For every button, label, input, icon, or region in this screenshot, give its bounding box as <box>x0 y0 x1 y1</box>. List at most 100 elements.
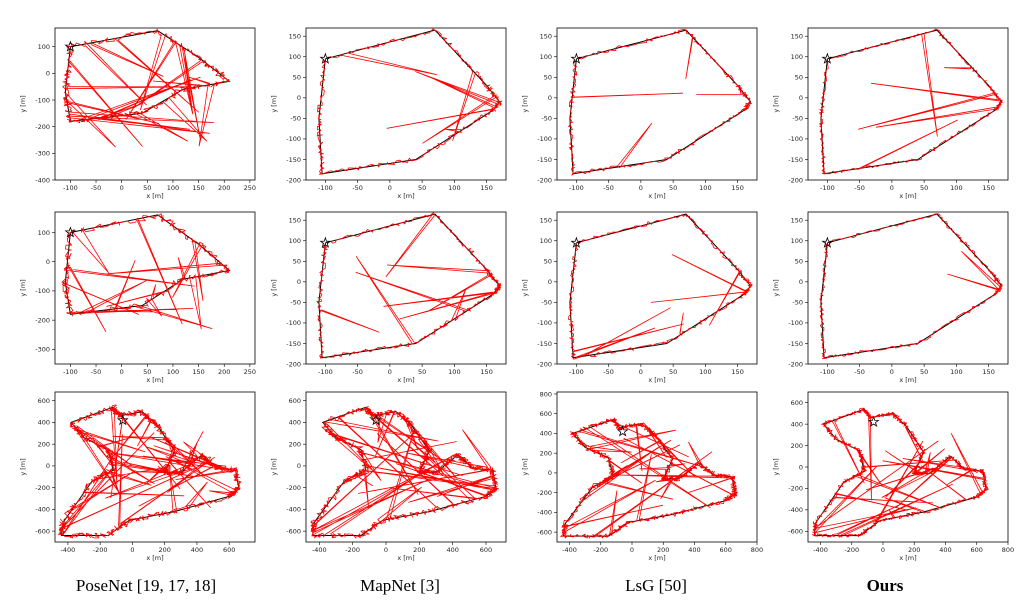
y-tick-label: -150 <box>788 156 803 164</box>
x-tick-label: 400 <box>191 546 203 554</box>
y-tick-label: 0 <box>548 278 552 286</box>
x-axis-label: x [m] <box>648 554 665 562</box>
x-tick-label: 100 <box>950 368 962 376</box>
y-axis-label: y [m] <box>19 279 27 296</box>
plot-area <box>811 407 989 538</box>
y-tick-label: -200 <box>286 176 301 184</box>
start-star-marker <box>370 414 382 426</box>
predicted-trajectory <box>316 212 502 359</box>
x-tick-label: -100 <box>63 184 78 192</box>
x-tick-label: -50 <box>603 184 614 192</box>
x-tick-label: 0 <box>384 546 388 554</box>
plot-area <box>57 404 242 539</box>
ground-truth-trajectory <box>569 213 752 359</box>
x-axis-label: x [m] <box>899 554 916 562</box>
y-tick-label: -300 <box>35 346 50 354</box>
y-tick-label: 50 <box>795 258 803 266</box>
y-tick-label: 100 <box>38 43 50 51</box>
x-tick-label: -50 <box>91 184 102 192</box>
axes-frame <box>556 211 758 365</box>
x-tick-label: 200 <box>158 546 170 554</box>
x-tick-label: -100 <box>318 368 333 376</box>
axes-frame <box>305 27 507 181</box>
y-tick-label: 800 <box>540 390 552 398</box>
chart-ours-row2: -100 -50 0 50 100 150 -200 -150 -100 -50 0 50 100 150… <box>772 211 1009 384</box>
predicted-trajectory <box>62 28 230 148</box>
caption-ours: Ours <box>866 576 904 595</box>
x-tick-label: -400 <box>562 546 577 554</box>
plot-area <box>316 212 502 359</box>
x-tick-label: 600 <box>720 546 732 554</box>
x-tick-label: 150 <box>982 184 994 192</box>
y-tick-label: 400 <box>289 419 301 427</box>
x-tick-label: 200 <box>218 368 230 376</box>
chart-mapnet-row1: -100 -50 0 50 100 150 -200 -150 -100 -50 0 50 100 150… <box>270 27 507 200</box>
predicted-trajectory <box>316 28 503 175</box>
start-star-marker <box>116 414 129 426</box>
y-axis-label: y [m] <box>521 95 529 112</box>
x-tick-label: -400 <box>312 546 327 554</box>
y-tick-label: 100 <box>540 53 552 61</box>
x-tick-label: 150 <box>982 368 994 376</box>
y-tick-label: 200 <box>540 449 552 457</box>
x-tick-label: 50 <box>418 368 426 376</box>
y-tick-label: 0 <box>297 278 301 286</box>
x-tick-label: 150 <box>480 184 492 192</box>
x-tick-label: 0 <box>630 546 634 554</box>
x-tick-label: 100 <box>699 184 711 192</box>
axes-frame <box>556 27 758 181</box>
start-star-marker <box>821 236 834 248</box>
x-tick-label: 600 <box>223 546 235 554</box>
y-tick-label: -100 <box>537 319 552 327</box>
x-tick-label: 0 <box>388 368 392 376</box>
x-tick-label: -100 <box>820 368 835 376</box>
x-tick-label: -50 <box>352 368 363 376</box>
predicted-trajectory <box>310 405 499 539</box>
plot-area <box>310 405 499 539</box>
y-tick-label: -150 <box>537 156 552 164</box>
y-tick-label: -200 <box>537 360 552 368</box>
axes-frame <box>807 211 1009 365</box>
x-tick-label: -50 <box>91 368 102 376</box>
y-tick-label: 150 <box>791 217 803 225</box>
x-tick-label: 600 <box>971 546 983 554</box>
predicted-trajectory <box>819 213 1003 359</box>
x-tick-label: 150 <box>731 368 743 376</box>
y-tick-label: -200 <box>788 176 803 184</box>
chart-lsg-row2: -100 -50 0 50 100 150 -200 -150 -100 -50 0 50 100 150… <box>521 211 758 384</box>
y-axis-label: y [m] <box>772 95 780 112</box>
x-tick-label: -50 <box>352 184 363 192</box>
x-tick-label: 100 <box>448 368 460 376</box>
start-star-marker <box>867 415 880 427</box>
axes-frame <box>305 391 507 543</box>
x-tick-label: 200 <box>657 546 669 554</box>
y-axis-label: y [m] <box>19 95 27 112</box>
y-tick-label: 600 <box>289 397 301 405</box>
start-star-marker <box>570 52 583 64</box>
y-tick-label: -200 <box>537 489 552 497</box>
x-tick-label: -200 <box>93 546 108 554</box>
x-tick-label: 50 <box>418 184 426 192</box>
plot-area <box>316 28 503 175</box>
y-axis-label: y [m] <box>772 458 780 475</box>
y-tick-label: 0 <box>799 278 803 286</box>
y-tick-label: -50 <box>541 115 552 123</box>
y-tick-label: -200 <box>35 316 50 324</box>
x-tick-label: 50 <box>920 368 928 376</box>
start-star-marker <box>821 52 834 64</box>
y-tick-label: 50 <box>795 74 803 82</box>
x-tick-label: 250 <box>244 368 256 376</box>
axes-frame <box>556 391 758 543</box>
y-tick-label: -200 <box>286 360 301 368</box>
y-tick-label: 100 <box>38 229 50 237</box>
axes-frame <box>807 27 1009 181</box>
x-tick-label: 0 <box>639 368 643 376</box>
y-tick-label: -400 <box>35 176 50 184</box>
y-tick-label: -200 <box>35 123 50 131</box>
y-tick-label: 0 <box>548 469 552 477</box>
y-tick-label: 100 <box>289 53 301 61</box>
y-tick-label: 400 <box>791 420 803 428</box>
x-axis-label: x [m] <box>146 554 163 562</box>
predicted-trajectory <box>560 417 738 539</box>
plot-area <box>568 28 752 176</box>
